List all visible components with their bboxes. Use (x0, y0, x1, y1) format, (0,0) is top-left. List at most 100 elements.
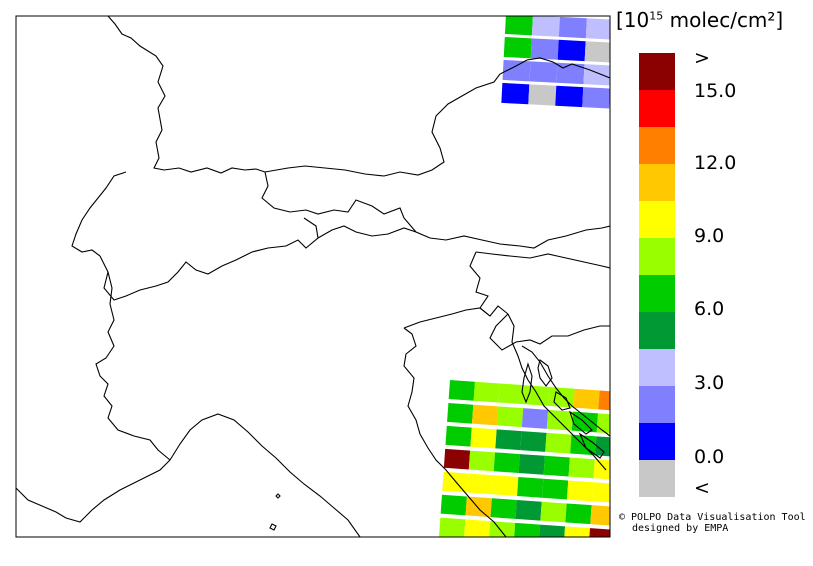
coastline-italy-west (169, 413, 361, 537)
swath-pixel (523, 385, 550, 406)
colorbar-swatch (639, 53, 675, 90)
swath-pixel (562, 549, 588, 566)
swath-pixel (582, 87, 610, 109)
colorbar-swatch (639, 90, 675, 127)
swath-pixel (437, 541, 463, 562)
swath-pixel (496, 406, 524, 428)
swath-pixel (571, 411, 599, 433)
swath-pixel (513, 522, 541, 537)
swath-pixel (504, 16, 533, 36)
border-france-germany (107, 16, 266, 174)
swath-pixel (528, 84, 557, 106)
legend-title-base: [10 (616, 8, 650, 32)
swath-pixel (493, 452, 521, 474)
swath-pixel (465, 496, 492, 518)
legend-tick-above: > (694, 47, 710, 69)
border-italy-austria (317, 225, 417, 239)
swath-pixel (439, 517, 466, 537)
colorbar-swatch (639, 460, 675, 497)
swath-pixel (445, 425, 472, 447)
swath-pixel (518, 454, 545, 475)
map-frame (15, 15, 611, 538)
swath-pixel (566, 480, 594, 502)
coastline-adriatic-west (403, 327, 507, 537)
legend-tick-15: 15.0 (694, 80, 737, 102)
swath-pixel (503, 36, 532, 59)
legend-title-exponent: 15 (649, 9, 664, 23)
country-borders (16, 16, 610, 537)
swath-pixel (542, 478, 569, 500)
swath-pixel (498, 383, 525, 405)
border-germany-austria (264, 57, 610, 177)
island-dugi-otok (578, 432, 605, 459)
swath-pixel (529, 61, 558, 83)
island-cres (521, 362, 533, 404)
legend-title-unit: molec/cm²] (663, 8, 784, 32)
coastline-istria (507, 313, 607, 471)
swath-pixel (495, 429, 522, 451)
border-switzerland-north (71, 171, 127, 257)
border-italy-slovenia (469, 251, 509, 317)
swath-pixel (487, 544, 513, 565)
colorbar-swatch (639, 201, 675, 238)
swath-pixel (588, 528, 610, 537)
swath-pixel (490, 498, 517, 519)
colorbar-swatch (639, 275, 675, 312)
swath-pixel (463, 519, 491, 537)
satellite-swath-north (501, 16, 610, 109)
island-pag (568, 410, 593, 435)
swath-pixel (502, 59, 531, 82)
swath-pixel (538, 524, 566, 537)
colorbar-swatch (639, 423, 675, 460)
swath-pixel (447, 402, 474, 424)
legend-tick-below: < (694, 477, 710, 499)
swath-pixel (473, 381, 500, 403)
swath-pixel (565, 503, 592, 525)
swath-pixel (492, 475, 519, 496)
border-switzerland (261, 171, 610, 249)
swath-pixel (530, 38, 559, 60)
swath-pixel (472, 404, 499, 426)
swath-pixel (521, 408, 549, 429)
coastline-kvarner (521, 345, 610, 437)
swath-pixel (591, 482, 610, 503)
swath-pixel (531, 16, 560, 37)
legend-title: [1015 molec/cm²] (616, 8, 783, 32)
swath-pixel (595, 436, 610, 458)
border-austria-slovenia (475, 251, 610, 269)
swath-pixel (598, 390, 610, 412)
swath-pixel (558, 16, 587, 39)
island-rab (553, 391, 571, 411)
legend-tick-3: 3.0 (694, 372, 725, 394)
colorbar-swatch (639, 386, 675, 423)
swath-pixel (448, 379, 475, 401)
coastline-ligurian (16, 459, 171, 523)
swath-pixel (467, 473, 494, 495)
legend-tick-0: 0.0 (694, 446, 725, 468)
swath-pixel (545, 432, 572, 454)
credit-line-1: © POLPO Data Visualisation Tool (619, 512, 806, 523)
swath-pixel (583, 64, 610, 86)
credit-line-2: designed by EMPA (632, 523, 729, 534)
swath-pixel (585, 18, 610, 40)
swath-pixel (593, 459, 610, 480)
swath-pixel (590, 505, 610, 526)
colorbar-swatch (639, 238, 675, 275)
colorbar-swatch (639, 312, 675, 349)
swath-pixel (584, 41, 610, 63)
swath-pixel (520, 431, 547, 452)
swath-pixel (443, 448, 471, 470)
swath-pixel (587, 551, 613, 566)
legend-tick-6: 6.0 (694, 298, 725, 320)
swath-pixel (557, 39, 586, 62)
legend-tick-9: 9.0 (694, 225, 725, 247)
border-slovenia-croatia (489, 313, 610, 351)
island-krk (537, 359, 553, 387)
swath-pixel (515, 499, 542, 521)
swath-pixel (470, 427, 497, 449)
swath-pixel (537, 548, 563, 566)
colorbar-swatch (639, 127, 675, 164)
island-elba (269, 523, 277, 531)
colorbar-swatch (639, 164, 675, 201)
border-france-italy (95, 271, 171, 461)
